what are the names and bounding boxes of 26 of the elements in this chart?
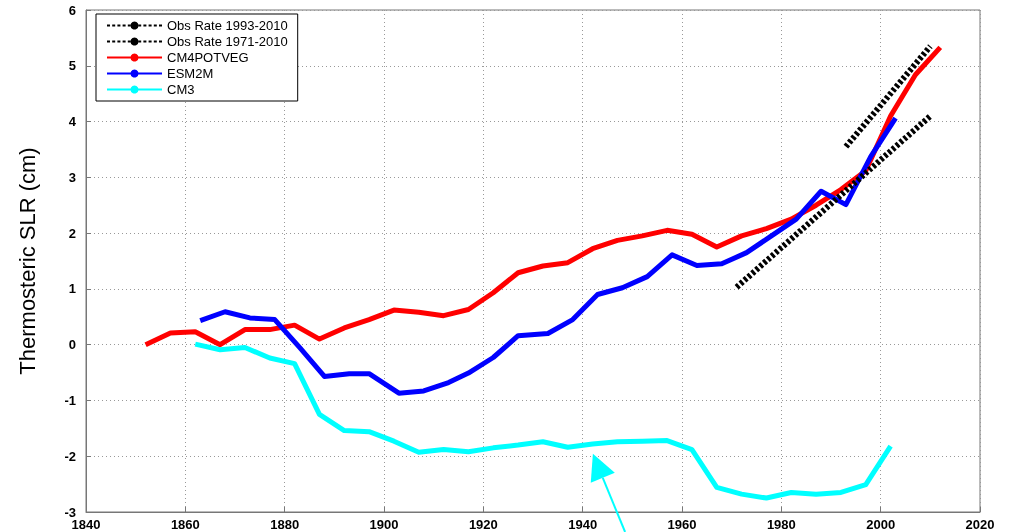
y-tick-label: 6 [68,2,76,18]
x-tick-label: 2000 [866,517,896,532]
x-tick-label: 1940 [568,517,598,532]
y-tick-label: -3 [64,504,76,520]
x-tick-label: 1900 [369,517,399,532]
y-tick-label: 0 [68,337,76,353]
x-tick-label: 1840 [71,517,101,532]
x-tick-label: 1920 [468,517,498,532]
legend-label: CM4POTVEG [167,50,249,65]
y-tick-label: 4 [68,114,77,130]
y-tick-label: 5 [68,58,76,74]
y-tick-label: 2 [68,225,76,241]
y-axis-title: Thermosteric SLR (cm) [14,147,40,375]
y-tick-label: 3 [68,169,76,185]
x-tick-label: 1980 [766,517,796,532]
x-tick-label: 1960 [667,517,697,532]
y-tick-label: -1 [64,392,76,408]
x-tick-label: 1880 [270,517,300,532]
legend-label: CM3 [167,82,195,97]
legend-label: Obs Rate 1971-2010 [167,34,288,49]
legend-label: Obs Rate 1993-2010 [167,18,288,33]
x-tick-label: 2020 [965,517,995,532]
x-tick-label: 1860 [170,517,200,532]
y-tick-label: -2 [64,448,76,464]
y-tick-label: 1 [68,281,76,297]
legend-label: ESM2M [167,66,214,81]
